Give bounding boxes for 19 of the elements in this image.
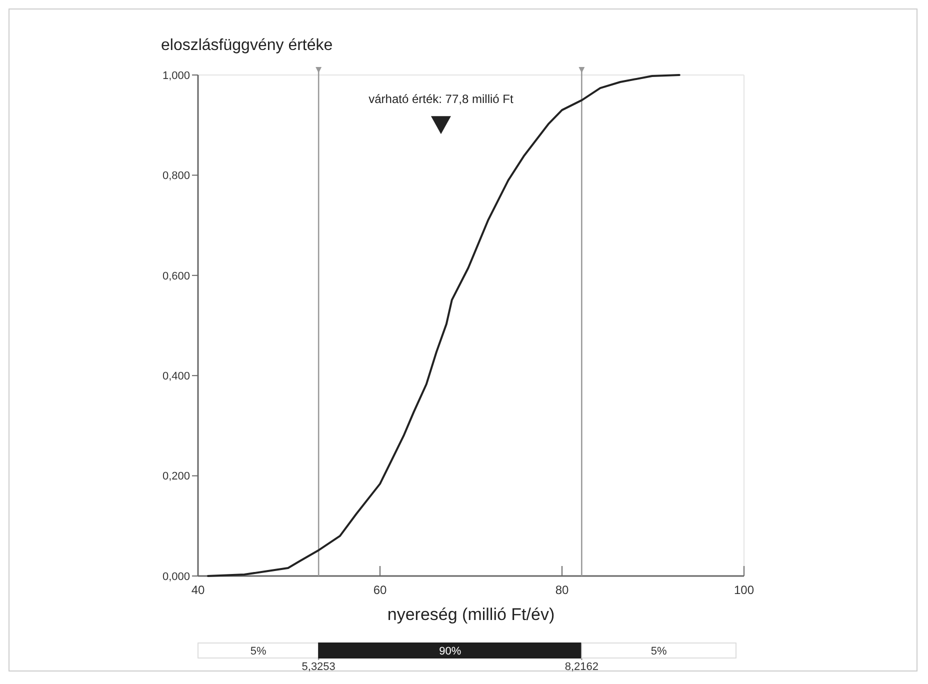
text: 5,3253 bbox=[302, 661, 336, 673]
x-tick-label: 100 bbox=[734, 583, 754, 597]
y-tick-label: 0,200 bbox=[162, 470, 190, 483]
y-tick-label: 0,000 bbox=[162, 570, 190, 583]
x-tick-label: 40 bbox=[191, 583, 205, 597]
y-axis-title: eloszlásfüggvény értéke bbox=[161, 37, 333, 54]
text: 90% bbox=[439, 645, 462, 658]
text: 8,2162 bbox=[564, 661, 598, 673]
y-tick-label: 0,400 bbox=[162, 370, 190, 382]
annotation: várható érték: 77,8 millió Ft bbox=[368, 92, 514, 106]
y-tick-label: 1,000 bbox=[162, 70, 190, 82]
text: 5% bbox=[250, 645, 266, 658]
x-axis-title: nyereség (millió Ft/év) bbox=[387, 605, 555, 624]
line-series bbox=[207, 74, 680, 577]
x-tick-label: 80 bbox=[555, 583, 569, 597]
text: 5% bbox=[650, 645, 667, 658]
x-tick-label: 60 bbox=[373, 583, 387, 597]
y-tick-label: 0,800 bbox=[162, 170, 190, 182]
y-tick-label: 0,600 bbox=[162, 270, 190, 282]
